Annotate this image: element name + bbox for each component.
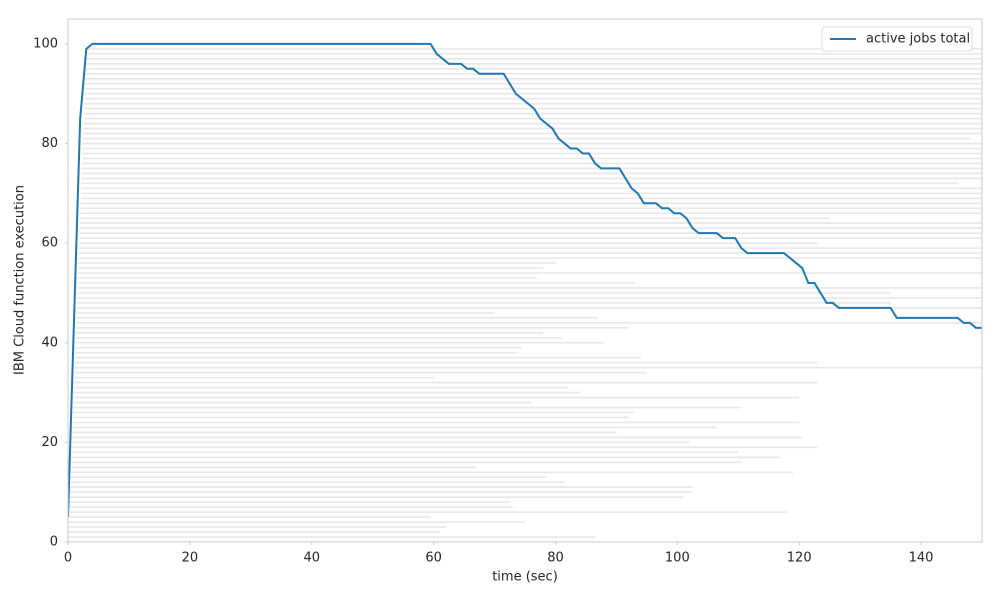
x-axis-label: time (sec) [492, 570, 558, 585]
plot-area [68, 42, 982, 542]
y-tick-label: 80 [41, 136, 58, 151]
y-tick-label: 60 [41, 236, 58, 251]
x-tick-label: 40 [303, 551, 320, 566]
y-tick-label: 40 [41, 335, 58, 350]
x-tick-label: 120 [787, 551, 812, 566]
x-tick-label: 20 [182, 551, 199, 566]
legend-label: active jobs total [866, 32, 970, 47]
x-tick-label: 100 [665, 551, 690, 566]
x-tick-label: 140 [909, 551, 934, 566]
y-tick-label: 100 [33, 36, 58, 51]
y-tick-label: 20 [41, 435, 58, 450]
plot-frame [67, 18, 983, 543]
x-tick-label: 80 [547, 551, 564, 566]
series-line [68, 42, 982, 518]
x-tick-label: 60 [425, 551, 442, 566]
x-tick-label: 0 [64, 551, 72, 566]
y-axis-label: IBM Cloud function execution [13, 185, 28, 375]
legend-box [821, 26, 973, 52]
y-tick-label: 0 [50, 535, 58, 550]
